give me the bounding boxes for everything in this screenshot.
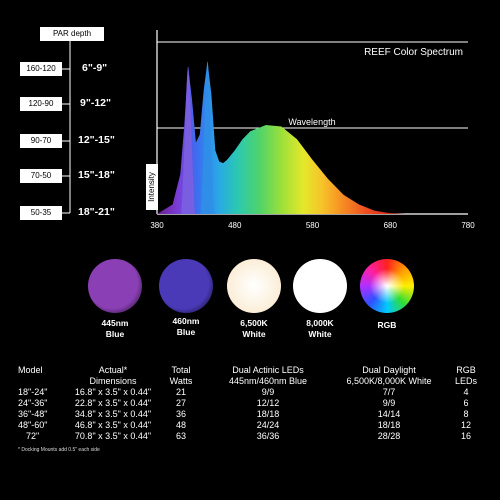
swatch-label-line1: 445nm (101, 318, 129, 328)
header-line: 6,500K/8,000K White (346, 376, 432, 386)
par-value: 50-35 (20, 206, 62, 220)
peak-460nm (200, 61, 215, 214)
intensity-label-bg (146, 164, 158, 210)
table-cell: 36 (175, 409, 186, 419)
table-cell: 72" (26, 431, 40, 441)
table-cell: 16 (460, 431, 471, 441)
depth-value: 9"-12" (79, 97, 112, 109)
table-cell: 46.8" x 3.5" x 0.44" (74, 420, 152, 430)
x-tick-label: 780 (461, 221, 475, 230)
spectrum-chart: Intensity REEF Color Spectrum Wavelength… (146, 30, 475, 230)
par-depth-header: PAR depth (40, 27, 104, 41)
swatch-label-line2: White (242, 329, 266, 339)
header-line: LEDs (454, 376, 477, 386)
swatch-label: 460nm Blue (156, 316, 216, 338)
table-cell: 28/28 (377, 431, 401, 441)
table-cell: 7/7 (382, 387, 396, 397)
swatch-label: 8,000K White (290, 318, 350, 340)
x-tick-label: 680 (384, 221, 398, 230)
table-header-rgb: RGB LEDs (448, 365, 484, 387)
swatch-label-line1: 460nm (172, 316, 200, 326)
par-value: 120-90 (20, 97, 62, 111)
table-header-actinic: Dual Actinic LEDs 445nm/460nm Blue (202, 365, 334, 387)
swatch-label-line2: Blue (105, 329, 125, 339)
table-cell: 27 (175, 398, 186, 408)
header-line: Actual* (98, 365, 128, 375)
column-rgb: 4 6 8 12 16 (448, 387, 484, 442)
swatch-445nm-blue (88, 259, 142, 313)
table-cell: 14/14 (377, 409, 401, 419)
swatch-label-line2: White (308, 329, 332, 339)
table-cell: 36"-48" (18, 409, 48, 419)
column-dimensions: 16.8" x 3.5" x 0.44" 22.8" x 3.5" x 0.44… (63, 387, 163, 442)
swatch-label-line1: 8,000K (306, 318, 334, 328)
table-cell: 48"-60" (18, 420, 48, 430)
swatch-label: 445nm Blue (85, 318, 145, 340)
chart-title: REEF Color Spectrum (364, 47, 463, 58)
table-header-watts: Total Watts (163, 365, 199, 387)
header-line: Dual Daylight (362, 365, 416, 375)
header-line: Dual Actinic LEDs (232, 365, 304, 375)
table-cell: 12/12 (256, 398, 280, 408)
table-cell: 21 (175, 387, 186, 397)
table-cell: 22.8" x 3.5" x 0.44" (74, 398, 152, 408)
table-cell: 8 (463, 409, 469, 419)
swatch-label-line2: Blue (176, 327, 196, 337)
par-value: 160-120 (20, 62, 62, 76)
wavelength-label: Wavelength (288, 117, 335, 127)
table-cell: 18/18 (256, 409, 280, 419)
column-watts: 21 27 36 48 63 (163, 387, 199, 442)
depth-value: 18"-21" (77, 206, 116, 218)
table-cell: 48 (175, 420, 186, 430)
swatch-8000k-white (293, 259, 347, 313)
header-line: Dimensions (89, 376, 137, 386)
table-cell: 9/9 (382, 398, 396, 408)
table-cell: 24"-36" (18, 398, 48, 408)
table-cell: 16.8" x 3.5" x 0.44" (74, 387, 152, 397)
depth-value: 15"-18" (77, 169, 116, 181)
header-line: Model (18, 365, 43, 375)
swatch-label-line1: 6,500K (240, 318, 268, 328)
header-line: Watts (169, 376, 193, 386)
table-cell: 18"-24" (18, 387, 48, 397)
table-cell: 34.8" x 3.5" x 0.44" (74, 409, 152, 419)
table-header-daylight: Dual Daylight 6,500K/8,000K White (334, 365, 444, 387)
table-cell: 24/24 (256, 420, 280, 430)
x-tick-label: 480 (228, 221, 242, 230)
spectrum-area (157, 61, 406, 215)
swatch-6500k-white (227, 259, 281, 313)
depth-value: 12"-15" (77, 134, 116, 146)
x-tick-label: 380 (150, 221, 164, 230)
x-tick-label: 580 (306, 221, 320, 230)
swatch-label-line1: RGB (377, 320, 397, 330)
column-actinic: 9/9 12/12 18/18 24/24 36/36 (202, 387, 334, 442)
table-header-dimensions: Actual* Dimensions (63, 365, 163, 387)
header-line: RGB (456, 365, 476, 375)
table-cell: 4 (463, 387, 469, 397)
peak-445nm (181, 66, 196, 214)
swatch-460nm-blue (159, 259, 213, 313)
header-line: Total (171, 365, 191, 375)
header-line: 445nm/460nm Blue (228, 376, 308, 386)
table-cell: 18/18 (377, 420, 401, 430)
table-cell: 6 (463, 398, 469, 408)
column-daylight: 7/7 9/9 14/14 18/18 28/28 (334, 387, 444, 442)
swatch-label: RGB (357, 320, 417, 331)
table-header-model: Model (18, 365, 43, 376)
table-cell: 63 (175, 431, 186, 441)
depth-value: 6"-9" (81, 62, 109, 74)
intensity-label: Intensity (147, 172, 156, 202)
par-value: 90-70 (20, 134, 62, 148)
table-cell: 70.8" x 3.5" x 0.44" (74, 431, 152, 441)
table-cell: 12 (460, 420, 471, 430)
table-footnote: * Docking Mounts add 0.5" each side (18, 447, 100, 453)
table-cell: 9/9 (261, 387, 275, 397)
swatch-label: 6,500K White (224, 318, 284, 340)
table-cell: 36/36 (256, 431, 280, 441)
column-model: 18"-24" 24"-36" 36"-48" 48"-60" 72" (18, 387, 47, 442)
par-value: 70-50 (20, 169, 62, 183)
swatch-rgb (360, 259, 414, 313)
